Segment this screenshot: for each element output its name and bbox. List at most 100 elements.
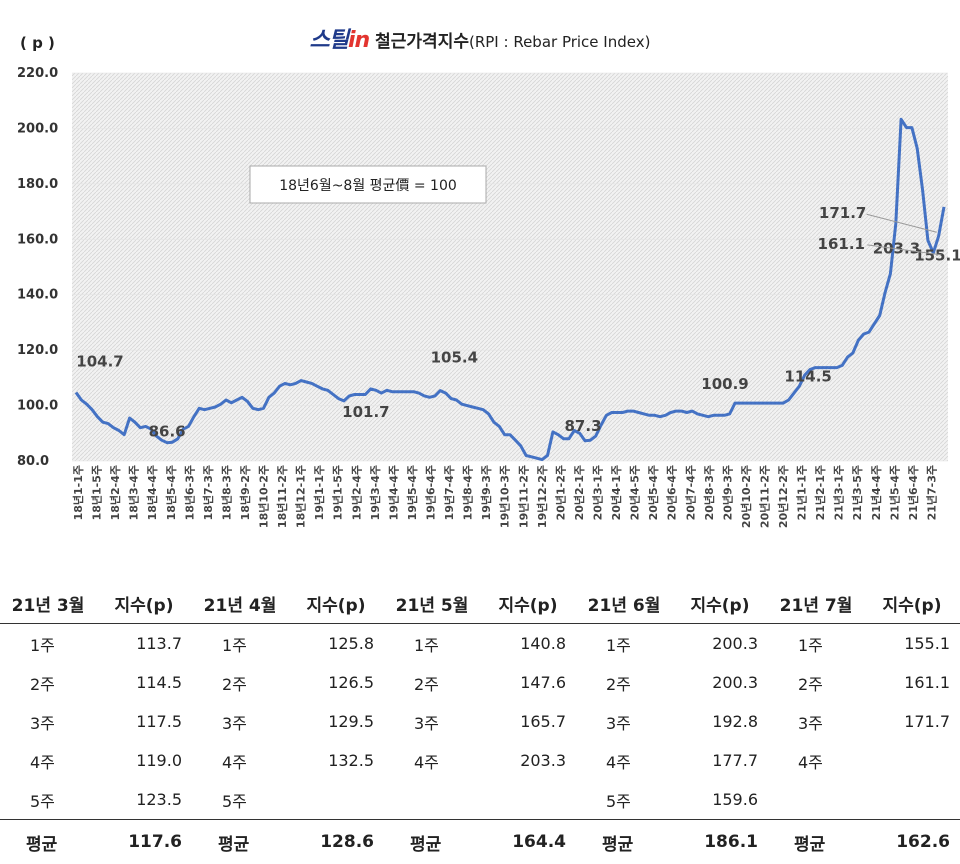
week-cell: 1주	[192, 624, 288, 664]
value-cell: 125.8	[288, 624, 384, 664]
x-tick-label: 18년1-1주	[71, 465, 85, 520]
x-tick-label: 19년6-4주	[424, 465, 438, 520]
value-cell: 165.7	[480, 702, 576, 741]
value-cell: 155.1	[864, 624, 960, 664]
y-tick-label: 160.0	[17, 232, 58, 247]
x-tick-label: 20년1-2주	[553, 465, 567, 520]
x-tick-label: 19년4-4주	[386, 465, 400, 520]
x-tick-label: 20년3-1주	[590, 465, 604, 520]
average-value: 164.4	[480, 820, 576, 864]
y-tick-label: 200.0	[17, 121, 58, 136]
x-tick-label: 20년6-4주	[665, 465, 679, 520]
average-value: 117.6	[96, 820, 192, 864]
value-header: 지수(p)	[672, 583, 768, 624]
data-label: 105.4	[431, 349, 478, 367]
value-cell: 119.0	[96, 741, 192, 780]
x-tick-label: 18년11-2주	[275, 465, 289, 528]
x-tick-label: 21년2-1주	[813, 465, 827, 520]
x-tick-label: 18년7-3주	[201, 465, 215, 520]
value-cell: 177.7	[672, 741, 768, 780]
x-tick-label: 19년1-5주	[331, 465, 345, 520]
average-label: 평균	[576, 820, 672, 864]
value-cell: 192.8	[672, 702, 768, 741]
x-tick-label: 18년9-2주	[238, 465, 252, 520]
month-header: 21년 7월	[768, 583, 864, 624]
value-header: 지수(p)	[288, 583, 384, 624]
y-tick-label: 220.0	[17, 66, 58, 81]
x-tick-label: 19년1-1주	[312, 465, 326, 520]
value-cell	[864, 780, 960, 820]
annotation-text: 18년6월~8월 평균價 = 100	[279, 177, 457, 194]
value-cell: 140.8	[480, 624, 576, 664]
x-tick-label: 19년9-3주	[479, 465, 493, 520]
month-header: 21년 6월	[576, 583, 672, 624]
y-tick-label: 140.0	[17, 288, 58, 303]
x-tick-label: 20년2-1주	[572, 465, 586, 520]
data-label: 87.3	[565, 417, 602, 435]
average-value: 128.6	[288, 820, 384, 864]
week-cell: 5주	[576, 780, 672, 820]
value-header: 지수(p)	[96, 583, 192, 624]
month-header: 21년 4월	[192, 583, 288, 624]
week-cell	[768, 780, 864, 820]
y-tick-label: 120.0	[17, 343, 58, 358]
week-cell: 3주	[576, 702, 672, 741]
x-tick-label: 19년7-4주	[442, 465, 456, 520]
x-tick-label: 19년12-2주	[535, 465, 549, 528]
value-cell: 126.5	[288, 663, 384, 702]
x-tick-label: 20년8-3주	[702, 465, 716, 520]
x-tick-label: 21년1-1주	[795, 465, 809, 520]
x-tick-label: 19년11-2주	[516, 465, 530, 528]
value-cell: 147.6	[480, 663, 576, 702]
week-cell: 5주	[0, 780, 96, 820]
x-tick-label: 18년3-4주	[127, 465, 141, 520]
x-tick-label: 19년3-4주	[368, 465, 382, 520]
value-cell: 132.5	[288, 741, 384, 780]
average-label: 평균	[768, 820, 864, 864]
value-header: 지수(p)	[480, 583, 576, 624]
line-chart: ( p )80.0100.0120.0140.0160.0180.0200.02…	[0, 0, 960, 568]
data-label: 161.1	[818, 235, 865, 253]
data-label: 114.5	[784, 368, 831, 386]
value-cell: 114.5	[96, 663, 192, 702]
week-cell: 4주	[576, 741, 672, 780]
week-cell: 3주	[768, 702, 864, 741]
data-label: 171.7	[819, 204, 866, 222]
x-tick-label: 21년7-3주	[924, 465, 938, 520]
week-cell: 4주	[0, 741, 96, 780]
week-cell: 2주	[768, 663, 864, 702]
x-tick-label: 18년12-1주	[294, 465, 308, 528]
week-cell	[384, 780, 480, 820]
week-cell: 1주	[576, 624, 672, 664]
value-cell: 200.3	[672, 663, 768, 702]
week-cell: 4주	[192, 741, 288, 780]
month-header: 21년 5월	[384, 583, 480, 624]
data-label: 100.9	[701, 375, 748, 393]
x-tick-label: 21년5-4주	[887, 465, 901, 520]
x-tick-label: 18년2-4주	[108, 465, 122, 520]
value-cell: 123.5	[96, 780, 192, 820]
x-tick-label: 20년11-2주	[757, 465, 771, 528]
x-tick-label: 21년3-5주	[850, 465, 864, 520]
x-tick-label: 20년4-5주	[628, 465, 642, 520]
week-cell: 2주	[192, 663, 288, 702]
y-tick-label: 80.0	[17, 454, 49, 469]
x-tick-label: 20년10-2주	[739, 465, 753, 528]
value-cell: 200.3	[672, 624, 768, 664]
week-cell: 4주	[384, 741, 480, 780]
x-tick-label: 20년9-3주	[720, 465, 734, 520]
chart-area: 스틸in 철근가격지수(RPI : Rebar Price Index) ( p…	[0, 0, 960, 568]
week-cell: 4주	[768, 741, 864, 780]
plot-background	[72, 73, 948, 461]
x-tick-label: 21년4-4주	[869, 465, 883, 520]
average-value: 162.6	[864, 820, 960, 864]
x-tick-label: 18년4-4주	[145, 465, 159, 520]
